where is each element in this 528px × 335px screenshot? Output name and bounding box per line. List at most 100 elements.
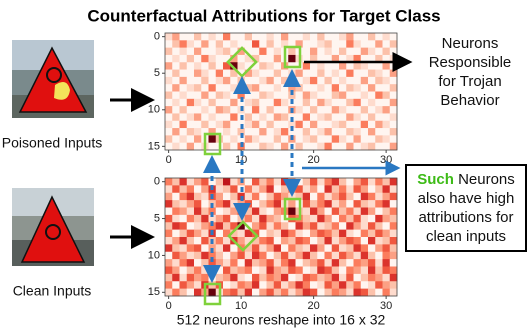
heatmap-cell: [209, 55, 217, 63]
heatmap-cell: [172, 274, 180, 282]
heatmap-cell: [281, 92, 289, 100]
heatmap-cell: [194, 106, 202, 114]
heatmap-cell: [267, 106, 275, 114]
heatmap-cell: [383, 230, 391, 238]
heatmap-cell: [201, 55, 209, 63]
heatmap-cell: [354, 121, 362, 129]
heatmap-cell: [267, 143, 275, 151]
heatmap-cell: [245, 193, 253, 201]
heatmap-cell: [201, 99, 209, 107]
heatmap-cell: [303, 267, 311, 275]
heatmap-cell: [230, 193, 238, 201]
heatmap-cell: [288, 267, 296, 275]
y-tick-label: 5: [154, 67, 160, 79]
heatmap-cell: [332, 33, 340, 41]
heatmap-cell: [361, 143, 369, 151]
heatmap-cell: [252, 77, 260, 85]
heatmap-cell: [310, 135, 318, 143]
heatmap-cell: [390, 106, 398, 114]
heatmap-cell: [303, 40, 311, 48]
heatmap-cell: [310, 230, 318, 238]
heatmap-cell: [339, 33, 347, 41]
heatmap-cell: [267, 281, 275, 289]
heatmap-cell: [245, 267, 253, 275]
heatmap-cell: [165, 237, 173, 245]
heatmap-cell: [259, 40, 267, 48]
heatmap-cell: [375, 185, 383, 193]
heatmap-cell: [267, 128, 275, 136]
heatmap-cell: [216, 230, 224, 238]
heatmap-cell: [180, 77, 188, 85]
y-tick-label: 15: [148, 286, 160, 298]
heatmap-cell: [187, 99, 195, 107]
heatmap-cell: [325, 135, 333, 143]
heatmap-cell: [274, 237, 282, 245]
heatmap-cell: [180, 289, 188, 297]
heatmap-cell: [325, 259, 333, 267]
callout-line: Responsible: [429, 54, 512, 71]
heatmap-cell: [274, 274, 282, 282]
heatmap-cell: [339, 70, 347, 78]
heatmap-cell: [375, 230, 383, 238]
heatmap-cell: [281, 128, 289, 136]
heatmap-cell: [209, 143, 217, 151]
heatmap-cell: [172, 92, 180, 100]
heatmap-cell: [325, 128, 333, 136]
heatmap-cell: [368, 274, 376, 282]
heatmap-cell: [252, 40, 260, 48]
heatmap-cell: [332, 200, 340, 208]
heatmap-cell: [223, 252, 231, 260]
heatmap-cell: [201, 84, 209, 92]
heatmap-cell: [383, 289, 391, 297]
heatmap-cell: [194, 113, 202, 121]
heatmap-cell: [180, 208, 188, 216]
heatmap-cell: [259, 230, 267, 238]
heatmap-cell: [354, 128, 362, 136]
heatmap-cell: [187, 48, 195, 56]
heatmap-cell: [361, 244, 369, 252]
heatmap-cell: [361, 121, 369, 129]
heatmap-cell: [238, 281, 246, 289]
heatmap-cell: [201, 244, 209, 252]
x-tick-label: 20: [308, 300, 320, 312]
heatmap-cell: [303, 208, 311, 216]
heatmap-cell: [252, 222, 260, 230]
heatmap-cell: [390, 99, 398, 107]
y-tick-label: 15: [148, 140, 160, 152]
heatmap-cell: [216, 77, 224, 85]
heatmap-cell: [339, 259, 347, 267]
heatmap-cell: [383, 121, 391, 129]
heatmap-cell: [310, 62, 318, 70]
heatmap-cell: [390, 48, 398, 56]
heatmap-cell: [216, 84, 224, 92]
heatmap-cell: [288, 281, 296, 289]
heatmap-cell: [303, 143, 311, 151]
heatmap-cell: [259, 113, 267, 121]
heatmap-cell: [259, 244, 267, 252]
heatmap-cell: [288, 55, 296, 63]
heatmap-cell: [310, 281, 318, 289]
heatmap-cell: [187, 200, 195, 208]
heatmap-cell: [325, 200, 333, 208]
heatmap-cell: [375, 106, 383, 114]
heatmap-cell: [310, 274, 318, 282]
heatmap-cell: [194, 289, 202, 297]
heatmap-cell: [187, 252, 195, 260]
heatmap-cell: [267, 244, 275, 252]
heatmap-cell: [180, 274, 188, 282]
responsible-text: NeuronsResponsiblefor TrojanBehavior: [429, 35, 512, 109]
heatmap-cell: [288, 252, 296, 260]
heatmap-cell: [187, 259, 195, 267]
heatmap-cell: [332, 178, 340, 186]
heatmap-cell: [332, 222, 340, 230]
heatmap-cell: [288, 244, 296, 252]
heatmap-cell: [252, 289, 260, 297]
heatmap-cell: [267, 259, 275, 267]
heatmap-cell: [383, 92, 391, 100]
heatmap-cell: [180, 185, 188, 193]
heatmap-cell: [303, 77, 311, 85]
heatmap-cell: [375, 99, 383, 107]
heatmap-cell: [354, 99, 362, 107]
heatmap-cell: [194, 143, 202, 151]
heatmap-cell: [375, 40, 383, 48]
